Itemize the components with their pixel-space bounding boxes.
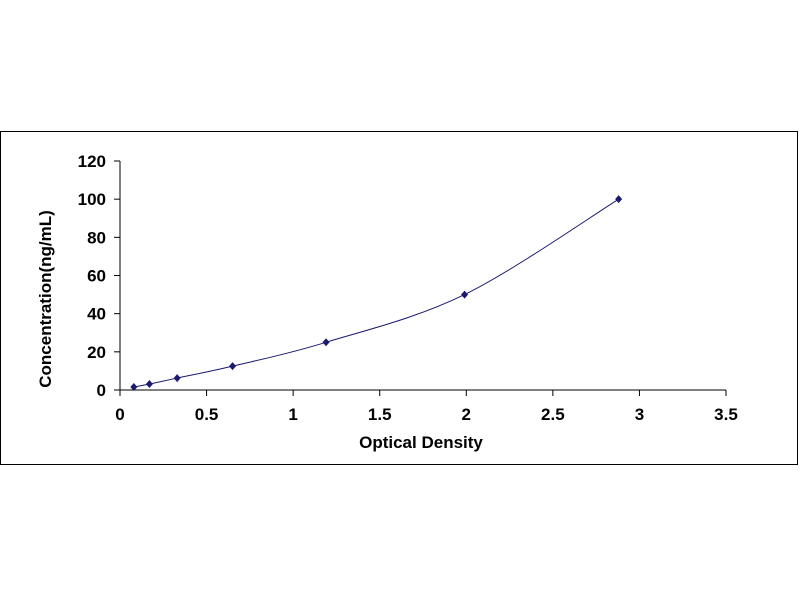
x-tick-label: 2 <box>462 405 471 424</box>
y-tick-label: 0 <box>97 381 106 400</box>
data-points <box>130 195 623 392</box>
standard-curve-chart: 0 0.5 1 1.5 2 2.5 3 3.5 0 20 40 60 80 100 120 Optical … <box>36 152 738 452</box>
x-tick-label: 1 <box>288 405 297 424</box>
x-tick-label: 0 <box>115 405 124 424</box>
x-tick-label: 2.5 <box>541 405 565 424</box>
y-tick-label: 80 <box>87 228 106 247</box>
data-point-marker <box>322 338 330 347</box>
data-point-marker <box>461 290 469 299</box>
data-point-marker <box>615 195 623 204</box>
y-tick-label: 120 <box>78 152 106 171</box>
axes <box>119 161 726 391</box>
x-axis-title: Optical Density <box>359 433 483 452</box>
y-tick-label: 40 <box>87 305 106 324</box>
y-tick-label: 20 <box>87 343 106 362</box>
data-point-marker <box>130 383 138 392</box>
data-point-marker <box>173 374 181 383</box>
y-tick-label: 100 <box>78 190 106 209</box>
x-tick-label: 3 <box>635 405 644 424</box>
y-axis-title: Concentration(ng/mL) <box>36 210 55 388</box>
fit-curve <box>133 198 619 388</box>
x-tick-label: 0.5 <box>195 405 219 424</box>
fit-curve-line <box>133 198 619 388</box>
x-tick-label: 1.5 <box>368 405 392 424</box>
data-point-marker <box>229 362 237 371</box>
tick-labels: 0 0.5 1 1.5 2 2.5 3 3.5 0 20 40 60 80 100 120 <box>78 152 738 424</box>
data-point-marker <box>145 380 153 389</box>
x-tick-label: 3.5 <box>714 405 738 424</box>
chart-frame: 0 0.5 1 1.5 2 2.5 3 3.5 0 20 40 60 80 100 120 Optical … <box>0 131 798 465</box>
y-tick-label: 60 <box>87 267 106 286</box>
